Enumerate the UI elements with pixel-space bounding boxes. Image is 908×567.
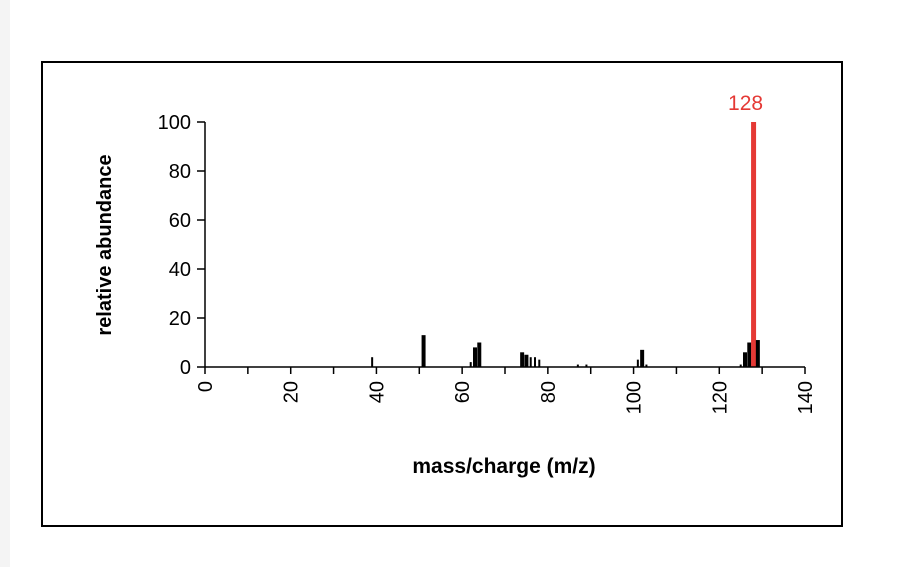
peak-bar <box>477 342 482 367</box>
x-axis-label: mass/charge (m/z) <box>412 455 595 478</box>
y-tick-label: 60 <box>169 210 191 232</box>
peak-bar <box>520 352 525 367</box>
peak-bar <box>371 357 374 367</box>
peak-bar <box>755 340 760 367</box>
peak-bar <box>585 364 588 367</box>
y-tick-label: 40 <box>169 259 191 281</box>
peak-bar <box>534 357 536 367</box>
peak-bar <box>747 342 752 367</box>
y-axis-label: relative abundance <box>94 154 116 335</box>
peak-bar <box>529 357 532 367</box>
y-tick-label: 100 <box>158 112 191 134</box>
x-tick-label: 80 <box>538 381 560 403</box>
peak-bar <box>640 349 645 367</box>
peak-bar <box>739 364 742 367</box>
x-tick-label: 40 <box>366 381 388 403</box>
left-edge-strip <box>0 0 10 567</box>
x-tick-label: 140 <box>795 381 817 414</box>
y-tick-label: 20 <box>169 308 191 330</box>
x-tick-label: 0 <box>195 381 217 392</box>
peak-bar <box>421 335 426 367</box>
peak-bar <box>636 359 639 367</box>
x-tick-label: 20 <box>281 381 303 403</box>
peak-bar <box>524 354 529 367</box>
x-tick-label: 120 <box>709 381 731 414</box>
chart-frame <box>41 61 843 527</box>
peak-bar <box>473 347 477 367</box>
peak-bar <box>743 352 747 367</box>
peak-bar <box>469 362 472 367</box>
highlight-peak-bar <box>751 122 757 367</box>
peak-bar <box>538 359 541 367</box>
x-tick-label: 100 <box>624 381 646 414</box>
y-tick-label: 0 <box>180 357 191 379</box>
x-tick-label: 60 <box>452 381 474 403</box>
y-tick-label: 80 <box>169 161 191 183</box>
highlight-peak-label: 128 <box>728 92 763 115</box>
peak-bar <box>576 364 579 367</box>
peak-bar <box>645 364 648 367</box>
